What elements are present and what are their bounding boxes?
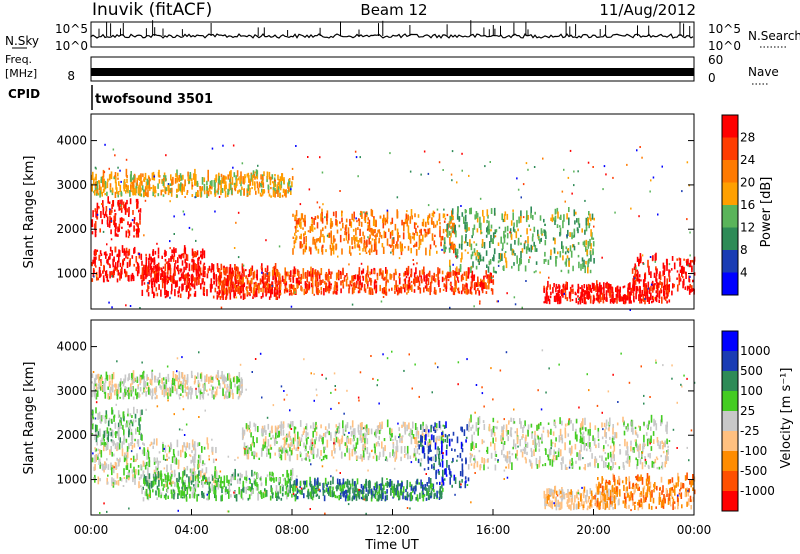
- power-colorbar-label: Power [dB]: [759, 177, 774, 248]
- power-colorbar-segment: [722, 250, 738, 273]
- velocity-colorbar-tick: 1000: [740, 344, 771, 358]
- range-tick-label: 3000: [56, 384, 87, 398]
- time-tick-label: 16:00: [476, 523, 511, 537]
- power-colorbar-tick: 28: [740, 131, 755, 145]
- velocity-colorbar-segment: [722, 451, 738, 471]
- range-tick-label: 4000: [56, 134, 87, 148]
- power-colorbar-tick: 8: [740, 243, 748, 257]
- range-tick-label: 2000: [56, 222, 87, 236]
- range-tick-label: 3000: [56, 178, 87, 192]
- power-colorbar-segment: [722, 160, 738, 183]
- nave-tick-bottom: 0: [708, 71, 716, 85]
- date-title: 11/Aug/2012: [599, 1, 696, 19]
- power-colorbar: 4 8 12 16 20 24 28: [721, 114, 755, 296]
- station-title: Inuvik (fitACF): [92, 0, 212, 20]
- time-axis-label: Time UT: [364, 538, 418, 553]
- power-colorbar-tick: 4: [740, 266, 748, 280]
- velocity-colorbar: -1000 -500 -100 -25 25 100 500 1000: [721, 330, 775, 512]
- power-panel-frame: [90, 113, 695, 310]
- time-tick-label: 12:00: [375, 523, 410, 537]
- range-tick-label: 2000: [56, 428, 87, 442]
- velocity-colorbar-tick: -100: [740, 444, 767, 458]
- velocity-colorbar-tick: 500: [740, 364, 763, 378]
- power-colorbar-segment: [722, 115, 738, 138]
- power-echo-data: [91, 143, 696, 311]
- velocity-colorbar-tick: -500: [740, 464, 767, 478]
- velocity-panel: 1000 2000 3000 4000 00:00 04:00 08:00 12:00 16:…: [22, 319, 712, 553]
- nave-label: Nave: [748, 65, 779, 79]
- velocity-ylabel: Slant Range [km]: [22, 362, 37, 475]
- power-colorbar-segment: [722, 137, 738, 160]
- velocity-colorbar-segment: [722, 411, 738, 431]
- velocity-colorbar-tick: 25: [740, 404, 755, 418]
- cpid-value: twofsound 3501: [95, 92, 213, 107]
- velocity-colorbar-segment: [722, 351, 738, 371]
- velocity-colorbar-segment: [722, 431, 738, 451]
- power-panel: 1000 2000 3000 4000 Slant Range [km]: [22, 113, 696, 311]
- cpid-label: CPID: [8, 87, 40, 101]
- velocity-colorbar-segment: [722, 391, 738, 411]
- velocity-colorbar-segment: [722, 471, 738, 491]
- power-colorbar-segment: [722, 272, 738, 295]
- freq-trace: [91, 68, 694, 76]
- freq-tick: 8: [67, 69, 75, 83]
- power-colorbar-tick: 12: [740, 221, 755, 235]
- nsky-tick-bottom: 10^0: [55, 39, 88, 53]
- range-tick-label: 4000: [56, 340, 87, 354]
- nsearch-label: N.Search: [748, 29, 800, 43]
- power-ylabel: Slant Range [km]: [22, 156, 37, 269]
- velocity-colorbar-tick: 100: [740, 384, 763, 398]
- velocity-colorbar-segment: [722, 331, 738, 351]
- range-tick-label: 1000: [56, 267, 87, 281]
- beam-title: Beam 12: [360, 1, 427, 19]
- time-tick-label: 08:00: [275, 523, 310, 537]
- nsky-tick-top: 10^5: [55, 22, 88, 36]
- velocity-echo-data: [91, 349, 696, 515]
- time-tick-label: 00:00: [74, 523, 109, 537]
- power-colorbar-tick: 20: [740, 176, 755, 190]
- time-tick-label: 20:00: [576, 523, 611, 537]
- freq-unit: [MHz]: [5, 67, 37, 80]
- nsky-trace: [90, 20, 694, 39]
- time-tick-label: 00:00: [677, 523, 712, 537]
- velocity-colorbar-label: Velocity [m s⁻¹]: [779, 368, 794, 469]
- nsky-label: N.Sky: [5, 34, 39, 48]
- nsearch-tick-bottom: 10^0: [708, 39, 741, 53]
- range-tick-label: 1000: [56, 473, 87, 487]
- nave-tick-top: 60: [708, 53, 723, 67]
- nsearch-tick-top: 10^5: [708, 22, 741, 36]
- velocity-colorbar-tick: -1000: [740, 484, 775, 498]
- time-tick-label: 04:00: [174, 523, 209, 537]
- velocity-colorbar-segment: [722, 371, 738, 391]
- velocity-colorbar-tick: -25: [740, 424, 760, 438]
- power-colorbar-segment: [722, 205, 738, 228]
- freq-label: Freq.: [5, 53, 32, 66]
- velocity-colorbar-segment: [722, 491, 738, 511]
- power-colorbar-segment: [722, 182, 738, 205]
- power-colorbar-tick: 24: [740, 153, 755, 167]
- power-colorbar-segment: [722, 227, 738, 250]
- nsky-strip-frame: [90, 21, 695, 48]
- power-colorbar-tick: 16: [740, 198, 755, 212]
